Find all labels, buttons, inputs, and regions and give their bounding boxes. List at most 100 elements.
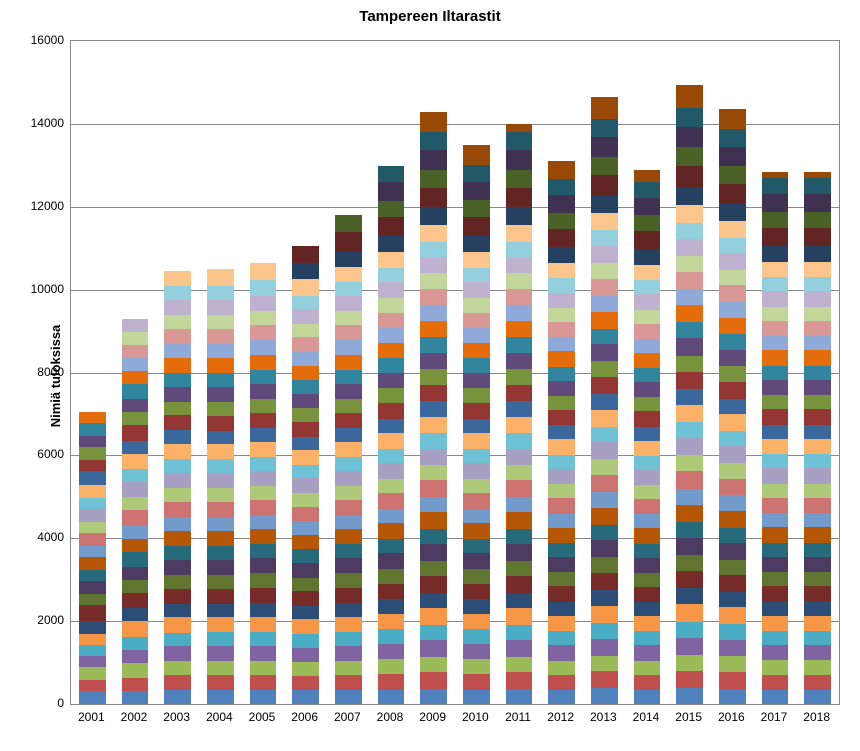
bar-segment bbox=[250, 428, 276, 442]
bar-segment bbox=[378, 328, 404, 342]
bar-segment bbox=[591, 157, 617, 175]
bar-segment bbox=[292, 337, 318, 352]
bar-segment bbox=[719, 166, 745, 184]
bar-segment bbox=[250, 471, 276, 486]
bar-segment bbox=[548, 484, 574, 498]
y-tick-label: 0 bbox=[14, 696, 64, 710]
bar-segment bbox=[335, 413, 361, 428]
bar-segment bbox=[762, 409, 788, 424]
bar-segment bbox=[506, 273, 532, 288]
bar-segment bbox=[634, 411, 660, 426]
bar-segment bbox=[122, 441, 148, 454]
bar-segment bbox=[420, 449, 446, 466]
bar-segment bbox=[676, 272, 702, 289]
bar-segment bbox=[122, 358, 148, 371]
bar-segment bbox=[207, 661, 233, 675]
bar-segment bbox=[463, 629, 489, 643]
bar-segment bbox=[762, 178, 788, 194]
bar-segment bbox=[378, 479, 404, 493]
bar-segment bbox=[591, 213, 617, 230]
bar-segment bbox=[548, 351, 574, 366]
bar-column bbox=[634, 170, 660, 704]
bar-segment bbox=[762, 557, 788, 572]
x-tick-label: 2017 bbox=[761, 710, 788, 724]
bar-segment bbox=[634, 265, 660, 280]
bar-segment bbox=[548, 247, 574, 263]
bar-segment bbox=[634, 294, 660, 309]
bar-segment bbox=[122, 319, 148, 332]
bar-segment bbox=[634, 427, 660, 441]
bar-segment bbox=[634, 544, 660, 558]
bar-segment bbox=[719, 109, 745, 128]
bar-segment bbox=[719, 689, 745, 704]
bar-segment bbox=[122, 371, 148, 384]
bar-column bbox=[804, 172, 830, 704]
bar-segment bbox=[292, 521, 318, 535]
bar-segment bbox=[207, 329, 233, 344]
bar-segment bbox=[506, 353, 532, 370]
bar-segment bbox=[762, 228, 788, 246]
bar-segment bbox=[591, 656, 617, 672]
bar-segment bbox=[804, 307, 830, 321]
bar-segment bbox=[292, 648, 318, 663]
bar-segment bbox=[292, 634, 318, 648]
bar-column bbox=[676, 85, 702, 704]
bar-segment bbox=[719, 624, 745, 639]
bar-segment bbox=[378, 449, 404, 463]
bar-segment bbox=[634, 339, 660, 353]
bar-segment bbox=[207, 575, 233, 589]
bar-segment bbox=[250, 515, 276, 529]
bar-segment bbox=[548, 572, 574, 586]
bar-segment bbox=[591, 590, 617, 606]
bar-segment bbox=[207, 300, 233, 315]
bar-segment bbox=[804, 586, 830, 601]
bar-segment bbox=[506, 672, 532, 689]
bar-segment bbox=[634, 661, 660, 675]
x-tick-label: 2010 bbox=[462, 710, 489, 724]
bar-segment bbox=[634, 368, 660, 382]
bar-segment bbox=[506, 225, 532, 242]
bar-segment bbox=[378, 313, 404, 329]
bar-segment bbox=[420, 640, 446, 657]
bar-segment bbox=[335, 232, 361, 251]
bar-segment bbox=[804, 572, 830, 586]
bar-segment bbox=[804, 484, 830, 498]
x-tick-label: 2014 bbox=[633, 710, 660, 724]
bar-segment bbox=[463, 373, 489, 389]
bar-segment bbox=[719, 334, 745, 349]
bar-segment bbox=[164, 430, 190, 444]
bar-segment bbox=[378, 493, 404, 509]
bar-segment bbox=[420, 257, 446, 274]
bar-segment bbox=[634, 231, 660, 249]
bar-column bbox=[719, 109, 745, 704]
bar-segment bbox=[378, 599, 404, 613]
bar-segment bbox=[122, 425, 148, 440]
bar-segment bbox=[804, 425, 830, 439]
bar-segment bbox=[463, 539, 489, 553]
bar-segment bbox=[250, 311, 276, 325]
bar-segment bbox=[122, 663, 148, 678]
bar-segment bbox=[719, 607, 745, 624]
bar-segment bbox=[719, 575, 745, 592]
bar-segment bbox=[420, 433, 446, 448]
bar-segment bbox=[164, 459, 190, 473]
bar-segment bbox=[378, 614, 404, 630]
bar-segment bbox=[463, 479, 489, 493]
bar-segment bbox=[591, 296, 617, 312]
bar-segment bbox=[79, 594, 105, 605]
bar-segment bbox=[719, 431, 745, 446]
bar-segment bbox=[164, 488, 190, 502]
bar-segment bbox=[719, 528, 745, 543]
bar-segment bbox=[506, 170, 532, 188]
bar-segment bbox=[250, 500, 276, 515]
bar-segment bbox=[634, 324, 660, 339]
bar-segment bbox=[122, 593, 148, 608]
bar-segment bbox=[463, 523, 489, 539]
bar-segment bbox=[762, 262, 788, 277]
bar-segment bbox=[207, 502, 233, 517]
bar-segment bbox=[378, 690, 404, 704]
bar-segment bbox=[463, 463, 489, 479]
bar-segment bbox=[762, 527, 788, 542]
bar-segment bbox=[250, 296, 276, 311]
bar-segment bbox=[378, 166, 404, 183]
